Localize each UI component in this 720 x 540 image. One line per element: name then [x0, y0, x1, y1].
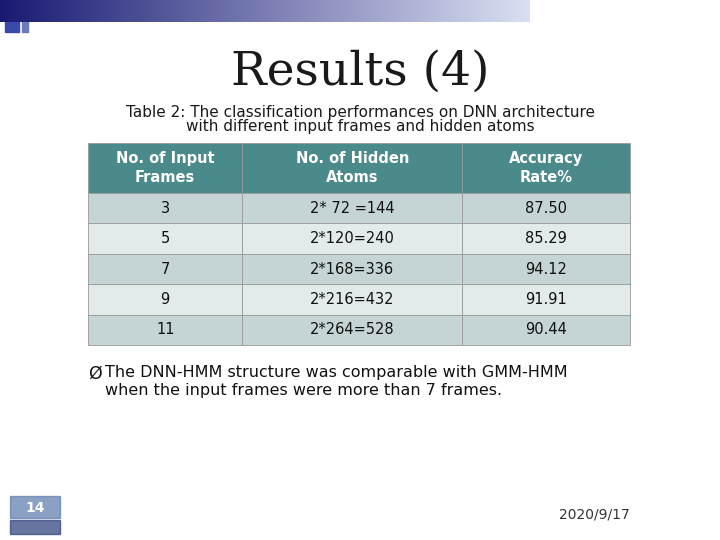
Bar	[88, 254, 243, 284]
Bar	[462, 193, 630, 224]
Bar	[462, 224, 630, 254]
Bar	[5, 19, 19, 32]
Text: 5: 5	[161, 231, 170, 246]
Text: 2*216=432: 2*216=432	[310, 292, 395, 307]
Text: with different input frames and hidden atoms: with different input frames and hidden a…	[186, 119, 534, 134]
Text: 7: 7	[161, 261, 170, 276]
Text: 3: 3	[161, 201, 170, 215]
Text: 2*168=336: 2*168=336	[310, 261, 395, 276]
Text: 11: 11	[156, 322, 174, 338]
Bar	[88, 193, 243, 224]
Text: 87.50: 87.50	[525, 201, 567, 215]
Bar	[243, 254, 462, 284]
Text: Accuracy
Rate%: Accuracy Rate%	[509, 151, 583, 185]
Text: No. of Hidden
Atoms: No. of Hidden Atoms	[295, 151, 409, 185]
Text: 94.12: 94.12	[525, 261, 567, 276]
Bar	[243, 315, 462, 345]
Bar	[5, 2, 19, 16]
Bar	[462, 254, 630, 284]
Text: The DNN-HMM structure was comparable with GMM-HMM: The DNN-HMM structure was comparable wit…	[105, 365, 567, 380]
Text: Ø: Ø	[88, 365, 102, 383]
Bar	[462, 143, 630, 193]
Text: when the input frames were more than 7 frames.: when the input frames were more than 7 f…	[105, 383, 502, 398]
Text: Table 2: The classification performances on DNN architecture: Table 2: The classification performances…	[125, 105, 595, 119]
Bar	[22, 19, 28, 32]
Bar	[462, 284, 630, 315]
Bar	[88, 143, 243, 193]
Text: 2*120=240: 2*120=240	[310, 231, 395, 246]
Bar	[243, 193, 462, 224]
Bar	[88, 315, 243, 345]
Text: 14: 14	[25, 501, 45, 515]
Text: 2* 72 =144: 2* 72 =144	[310, 201, 395, 215]
Bar	[10, 496, 60, 518]
Bar	[243, 224, 462, 254]
Text: 2020/9/17: 2020/9/17	[559, 508, 630, 522]
Text: Results (4): Results (4)	[230, 49, 490, 94]
Bar	[243, 284, 462, 315]
Bar	[462, 315, 630, 345]
Text: No. of Input
Frames: No. of Input Frames	[116, 151, 215, 185]
Bar	[10, 520, 60, 534]
Bar	[88, 284, 243, 315]
Text: 90.44: 90.44	[525, 322, 567, 338]
Text: 85.29: 85.29	[525, 231, 567, 246]
Text: 2*264=528: 2*264=528	[310, 322, 395, 338]
Text: 91.91: 91.91	[525, 292, 567, 307]
Bar	[88, 224, 243, 254]
Text: 9: 9	[161, 292, 170, 307]
Bar	[243, 143, 462, 193]
